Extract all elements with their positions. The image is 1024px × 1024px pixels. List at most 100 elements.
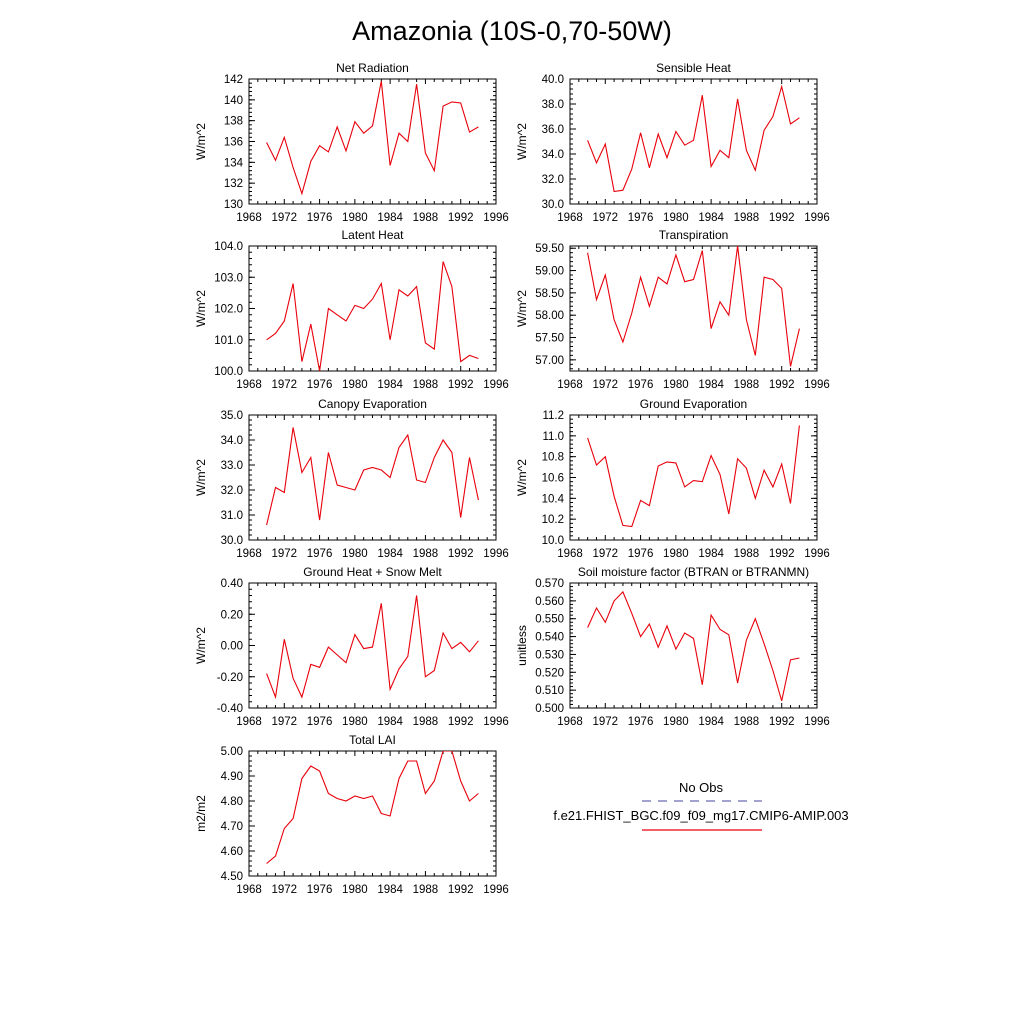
- x-tick-label: 1976: [307, 884, 333, 896]
- y-tick-label: 59.50: [535, 243, 564, 255]
- x-tick-label: 1984: [698, 548, 724, 560]
- y-tick-label: 34.0: [221, 435, 243, 447]
- x-tick-label: 1992: [448, 212, 474, 224]
- x-tick-label: 1968: [557, 548, 583, 560]
- x-tick-label: 1992: [448, 548, 474, 560]
- x-tick-label: 1976: [307, 212, 333, 224]
- y-tick-label: 59.00: [535, 266, 564, 278]
- x-tick-label: 1984: [377, 548, 403, 560]
- y-axis-label: unitless: [515, 625, 529, 666]
- y-axis-label: W/m^2: [194, 459, 208, 496]
- x-tick-label: 1992: [769, 212, 795, 224]
- y-axis-label: W/m^2: [515, 290, 529, 327]
- x-tick-label: 1968: [236, 548, 262, 560]
- x-tick-label: 1968: [557, 379, 583, 391]
- y-axis-label: W/m^2: [194, 290, 208, 327]
- x-tick-label: 1988: [413, 884, 439, 896]
- panel-grid: Net Radiation 1968 1972 1976 1980 1984 1988 199…: [194, 61, 830, 896]
- legend: No Obs f.e21.FHIST_BGC.f09_f09_mg17.CMIP…: [553, 780, 849, 831]
- y-tick-label: 57.50: [535, 333, 564, 345]
- panel-soil-moisture-factor: Soil moisture factor (BTRAN or BTRANMN) 1…: [515, 565, 830, 728]
- x-tick-label: 1992: [769, 379, 795, 391]
- y-tick-label: 30.0: [221, 535, 243, 547]
- x-tick-label: 1996: [483, 716, 509, 728]
- y-tick-label: 35.0: [221, 410, 243, 422]
- x-tick-label: 1996: [804, 548, 830, 560]
- x-tick-label: 1996: [483, 379, 509, 391]
- plot-frame: [569, 245, 818, 372]
- series-line: [587, 84, 800, 193]
- y-tick-label: 0.500: [535, 703, 564, 715]
- x-tick-label: 1996: [483, 548, 509, 560]
- x-tick-label: 1968: [236, 716, 262, 728]
- x-tick-label: 1992: [448, 716, 474, 728]
- y-tick-label: 5.00: [221, 746, 243, 758]
- x-tick-label: 1996: [483, 884, 509, 896]
- y-tick-label: 101.0: [214, 335, 243, 347]
- x-tick-label: 1980: [663, 212, 689, 224]
- y-tick-label: 33.0: [221, 460, 243, 472]
- y-axis-label: W/m^2: [515, 459, 529, 496]
- x-tick-label: 1984: [698, 716, 724, 728]
- x-tick-label: 1992: [769, 716, 795, 728]
- y-tick-label: 100.0: [214, 366, 243, 378]
- x-tick-label: 1980: [342, 212, 368, 224]
- x-tick-label: 1976: [628, 716, 654, 728]
- x-tick-label: 1996: [804, 716, 830, 728]
- x-tick-label: 1976: [628, 212, 654, 224]
- x-tick-label: 1972: [592, 548, 618, 560]
- panel-title: Soil moisture factor (BTRAN or BTRANMN): [578, 565, 809, 579]
- panel-title: Sensible Heat: [656, 61, 731, 75]
- x-tick-label: 1976: [307, 716, 333, 728]
- x-tick-label: 1972: [271, 212, 297, 224]
- x-tick-label: 1984: [377, 884, 403, 896]
- plot-frame: [248, 750, 497, 877]
- y-tick-label: -0.20: [217, 672, 243, 684]
- plot-frame: [569, 582, 818, 709]
- y-tick-label: 32.0: [542, 174, 564, 186]
- x-tick-label: 1968: [236, 379, 262, 391]
- panel-title: Latent Heat: [341, 228, 404, 242]
- plot-frame: [569, 414, 818, 541]
- x-tick-label: 1984: [377, 379, 403, 391]
- series-line: [587, 246, 800, 367]
- y-tick-label: 103.0: [214, 272, 243, 284]
- x-tick-label: 1988: [734, 212, 760, 224]
- y-axis-label: W/m^2: [515, 123, 529, 160]
- y-tick-label: 4.70: [221, 821, 243, 833]
- panel-ground-heat-snow-melt: Ground Heat + Snow Melt 1968 1972 1976 1980 1…: [194, 565, 509, 728]
- panel-total-lai: Total LAI 1968 1972 1976 1980 1984 1988 1992 199…: [194, 733, 509, 896]
- x-tick-label: 1968: [236, 884, 262, 896]
- x-tick-label: 1996: [804, 212, 830, 224]
- y-tick-label: 130: [224, 199, 243, 211]
- y-tick-label: 36.0: [542, 124, 564, 136]
- x-tick-label: 1976: [307, 548, 333, 560]
- x-tick-label: 1980: [342, 716, 368, 728]
- y-tick-label: 0.520: [535, 667, 564, 679]
- y-tick-label: 10.4: [542, 493, 565, 505]
- panel-title: Total LAI: [349, 733, 396, 747]
- y-tick-label: 0.560: [535, 596, 564, 608]
- x-tick-label: 1996: [483, 212, 509, 224]
- y-tick-label: 132: [224, 178, 243, 190]
- x-tick-label: 1972: [592, 212, 618, 224]
- x-tick-label: 1972: [271, 548, 297, 560]
- panel-transpiration: Transpiration 1968 1972 1976 1980 1984 1988 199…: [515, 228, 830, 391]
- y-tick-label: 58.00: [535, 310, 564, 322]
- x-tick-label: 1988: [413, 548, 439, 560]
- x-tick-label: 1988: [413, 716, 439, 728]
- x-tick-label: 1992: [769, 548, 795, 560]
- series-line: [587, 425, 800, 528]
- y-tick-label: 0.00: [221, 641, 243, 653]
- y-tick-label: 10.2: [542, 514, 564, 526]
- y-tick-label: 138: [224, 116, 243, 128]
- y-tick-label: 31.0: [221, 510, 243, 522]
- y-tick-label: 134: [224, 157, 244, 169]
- y-tick-label: 4.50: [221, 871, 243, 883]
- y-tick-label: 0.540: [535, 632, 564, 644]
- y-tick-label: 0.550: [535, 614, 564, 626]
- panel-canopy-evaporation: Canopy Evaporation 1968 1972 1976 1980 1984 19…: [194, 397, 509, 560]
- x-tick-label: 1972: [271, 379, 297, 391]
- panel-title: Canopy Evaporation: [318, 397, 427, 411]
